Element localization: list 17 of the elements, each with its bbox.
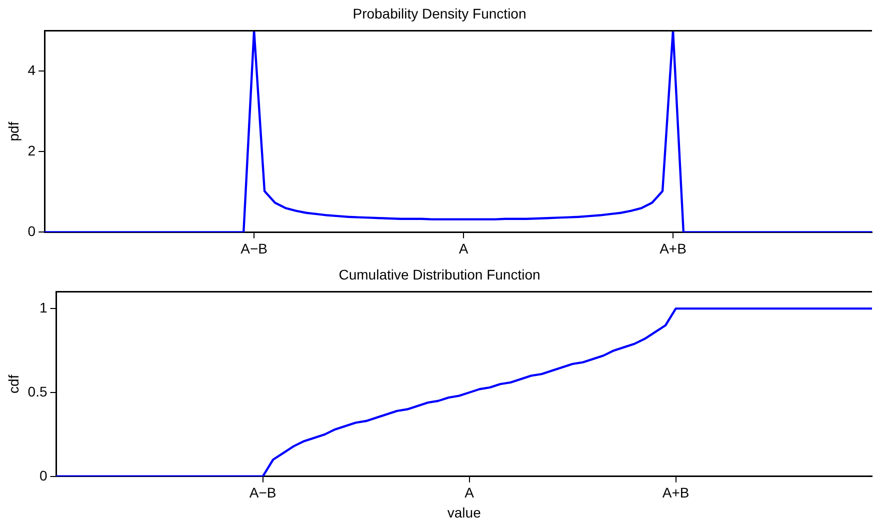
chart-title: Probability Density Function bbox=[352, 5, 526, 22]
y-tick-label: 4 bbox=[28, 62, 36, 78]
y-tick-label: 0 bbox=[28, 223, 36, 240]
x-tick-label: A bbox=[464, 484, 475, 501]
y-axis-title: pdf bbox=[5, 122, 22, 142]
y-axis-title: cdf bbox=[5, 374, 22, 394]
x-axis-title: value bbox=[447, 504, 482, 520]
x-tick-label: A−B bbox=[249, 484, 276, 501]
x-tick-label: A−B bbox=[240, 240, 268, 256]
x-tick-label: A+B bbox=[660, 240, 686, 256]
chart-title: Cumulative Distribution Function bbox=[338, 266, 540, 282]
y-tick-label: 0.5 bbox=[28, 383, 48, 400]
y-tick-label: 2 bbox=[28, 142, 36, 158]
x-tick-label: A+B bbox=[662, 484, 690, 501]
y-tick-label: 1 bbox=[39, 299, 48, 316]
y-tick-label: 0 bbox=[39, 467, 48, 484]
x-tick-label: A bbox=[458, 240, 469, 256]
